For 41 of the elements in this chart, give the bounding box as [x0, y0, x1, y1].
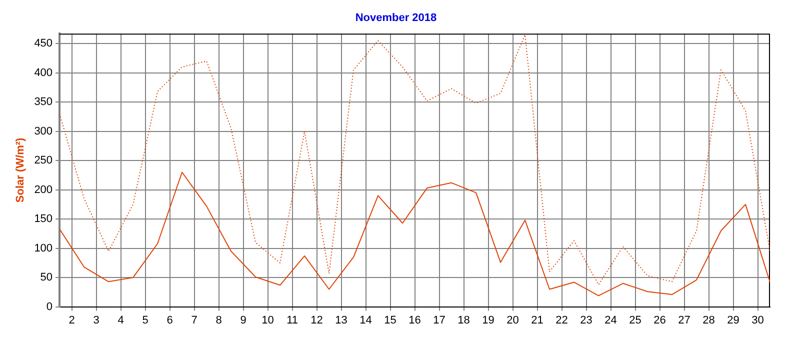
y-tick-label: 100 — [34, 242, 53, 254]
x-tick-label: 21 — [531, 314, 544, 326]
y-tick-label: 400 — [34, 66, 53, 79]
x-tick-label: 30 — [752, 314, 764, 326]
x-tick-label: 12 — [310, 314, 323, 326]
x-tick-label: 3 — [93, 314, 100, 326]
x-tick-label: 28 — [702, 314, 715, 326]
y-tick-label: 300 — [34, 125, 53, 138]
y-tick-label: 0 — [46, 300, 53, 313]
x-tick-label: 18 — [458, 314, 470, 326]
x-tick-label: 19 — [482, 314, 494, 326]
x-tick-label: 20 — [506, 314, 519, 326]
x-tick-label: 26 — [654, 314, 666, 326]
x-tick-label: 23 — [580, 314, 592, 326]
x-tick-label: 9 — [240, 314, 246, 326]
x-tick-label: 11 — [286, 314, 298, 326]
x-tick-label: 16 — [408, 314, 421, 326]
x-tick-label: 15 — [384, 314, 396, 326]
y-tick-label: 250 — [34, 154, 53, 167]
x-tick-label: 24 — [604, 314, 617, 326]
x-tick-label: 7 — [191, 314, 198, 326]
chart-title: November 2018 — [354, 12, 438, 24]
y-tick-label: 50 — [40, 272, 53, 284]
y-tick-label: 350 — [34, 96, 53, 108]
x-tick-label: 25 — [629, 314, 642, 326]
x-tick-label: 14 — [360, 314, 372, 326]
x-tick-label: 6 — [166, 314, 173, 326]
y-tick-label: 450 — [34, 38, 53, 50]
x-tick-label: 4 — [118, 314, 124, 326]
y-axis-title: Solar (W/m²) — [14, 137, 27, 203]
x-tick-label: 5 — [142, 314, 148, 326]
x-tick-label: 22 — [556, 314, 568, 326]
x-tick-label: 8 — [216, 314, 222, 326]
x-tick-label: 27 — [678, 314, 690, 326]
x-tick-label: 29 — [727, 314, 740, 326]
x-tick-label: 10 — [262, 314, 274, 326]
x-tick-label: 13 — [335, 314, 348, 326]
y-tick-label: 200 — [34, 184, 53, 196]
y-tick-label: 150 — [34, 213, 53, 226]
x-tick-label: 2 — [68, 314, 75, 326]
x-tick-label: 17 — [433, 314, 446, 326]
